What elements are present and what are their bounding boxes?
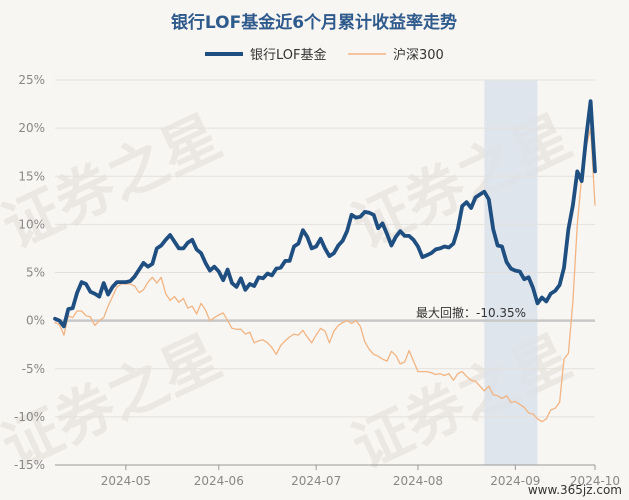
legend: 银行LOF基金 沪深300 — [205, 47, 444, 63]
corner-watermark: www.365jz.com — [528, 483, 622, 497]
x-tick-label: 2024-09 — [490, 474, 540, 488]
y-tick-label: 20% — [18, 121, 45, 135]
y-tick-label: -10% — [14, 410, 45, 424]
x-tick-label: 2024-06 — [194, 474, 244, 488]
y-tick-label: 10% — [18, 217, 45, 231]
axis-layer: 2024-05 2024-06 2024-07 2024-08 2024-09 2024-… — [55, 464, 620, 488]
legend-label-fund: 银行LOF基金 — [250, 47, 327, 63]
legend-label-index: 沪深300 — [393, 47, 444, 63]
max-drawdown-label: 最大回撤：-10.35% — [416, 305, 526, 320]
x-tick-label: 2024-05 — [101, 474, 151, 488]
y-tick-label: -5% — [22, 362, 45, 376]
y-tick-label: 25% — [18, 73, 45, 87]
x-tick-label: 2024-07 — [291, 474, 341, 488]
y-tick-label: -15% — [14, 458, 45, 472]
series-line-index — [54, 127, 596, 423]
x-tick-label: 2024-10 — [570, 474, 620, 488]
series-layer — [53, 99, 597, 423]
chart-title: 银行LOF基金近6个月累计收益率走势 — [171, 12, 457, 33]
series-line-fund — [53, 99, 597, 329]
y-tick-label: 5% — [26, 266, 45, 280]
y-tick-label: 0% — [26, 314, 45, 328]
y-tick-label: 15% — [18, 169, 45, 183]
x-tick-label: 2024-08 — [393, 474, 443, 488]
